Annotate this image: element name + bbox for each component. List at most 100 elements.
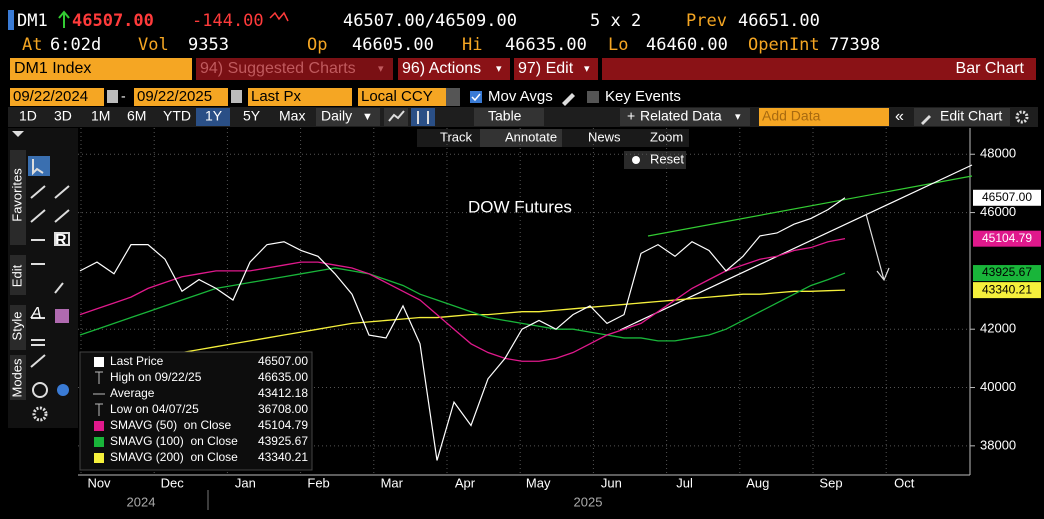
- edit-button[interactable]: [514, 58, 598, 80]
- reset-button[interactable]: [624, 151, 686, 169]
- collapse[interactable]: «: [895, 108, 904, 125]
- month-label: Nov: [87, 475, 111, 490]
- legend-name: High on 09/22/25: [110, 370, 202, 384]
- table-button[interactable]: [474, 108, 544, 126]
- range-button[interactable]: YTD: [163, 108, 191, 124]
- suggested-button[interactable]: [196, 58, 393, 80]
- settings-icon[interactable]: [32, 406, 48, 422]
- year-label: 2024: [127, 494, 156, 509]
- side-tab-label[interactable]: Modes: [9, 358, 24, 398]
- calendar-icon[interactable]: [107, 90, 118, 103]
- month-label: Mar: [381, 475, 404, 490]
- chart-title: DOW Futures: [468, 197, 572, 216]
- month-label: Dec: [161, 475, 185, 490]
- field: Last Px: [251, 88, 302, 105]
- side-tab-label[interactable]: Favorites: [9, 168, 24, 222]
- range-button[interactable]: 3D: [54, 108, 72, 124]
- mode-tool[interactable]: [32, 382, 48, 398]
- mov-avgs: Mov Avgs: [488, 88, 553, 105]
- period: Daily: [321, 108, 352, 124]
- bid-ask: 46507.00/46509.00: [343, 11, 517, 31]
- chart-tool[interactable]: Track: [440, 129, 473, 144]
- rect-tool[interactable]: [54, 232, 70, 246]
- side-tab[interactable]: [10, 150, 26, 245]
- caret: ▼: [362, 111, 373, 123]
- check: [471, 93, 481, 102]
- legend-symbol: [95, 403, 103, 416]
- start-date: 09/22/2024: [13, 88, 88, 105]
- legend-symbol: [95, 371, 103, 384]
- legend-value: 43925.67: [258, 434, 308, 448]
- text-tool[interactable]: R: [55, 232, 67, 249]
- price-tag-label: 46507.00: [982, 190, 1032, 204]
- period-button[interactable]: [316, 108, 380, 126]
- dropdown[interactable]: [446, 88, 460, 106]
- font-tool[interactable]: A: [30, 305, 42, 322]
- side-tab-label[interactable]: Edit: [9, 264, 24, 287]
- view-bar: [602, 58, 1036, 80]
- moving-average: [79, 238, 846, 362]
- legend-swatch: [94, 437, 104, 447]
- range-button[interactable]: 5Y: [243, 108, 261, 124]
- month-label: Jul: [676, 475, 693, 490]
- currency-select[interactable]: [358, 88, 446, 106]
- collapse-icon[interactable]: [12, 131, 24, 137]
- side-tab[interactable]: [10, 355, 26, 400]
- range-button[interactable]: Max: [279, 108, 305, 124]
- currency: Local CCY: [361, 88, 433, 105]
- legend-swatch: [94, 421, 104, 431]
- checkbox[interactable]: [587, 91, 599, 103]
- range-button[interactable]: 1Y: [205, 108, 223, 124]
- side-tab[interactable]: [10, 305, 26, 350]
- legend-swatch: [94, 453, 104, 463]
- pointer-tool[interactable]: [28, 156, 50, 176]
- moving-average: [79, 289, 846, 371]
- pencil-icon[interactable]: [562, 93, 575, 106]
- checkbox[interactable]: [470, 91, 482, 103]
- plus: +: [627, 108, 635, 124]
- chart-tool[interactable]: Reset: [650, 151, 684, 166]
- month-label: Jan: [235, 475, 256, 490]
- side-tab-label[interactable]: Style: [9, 312, 24, 341]
- range-button[interactable]: 6M: [127, 108, 146, 124]
- caret: ▾: [378, 63, 384, 75]
- view: Bar Chart: [956, 60, 1025, 77]
- edit: 97) Edit: [518, 60, 574, 77]
- edit-chart-button[interactable]: [914, 108, 1010, 126]
- actions-button[interactable]: [398, 58, 510, 80]
- palette-tool[interactable]: [57, 384, 69, 396]
- arrow-annotation: [865, 213, 890, 282]
- price-tag: [973, 265, 1041, 282]
- pointer-icon: [32, 159, 44, 176]
- color-tool[interactable]: [55, 309, 69, 323]
- chart: DOW Futures 38000 40000 42000 46000 48000 Nov…: [78, 128, 1041, 510]
- caret: ▾: [584, 63, 590, 75]
- ticker: DM1: [17, 11, 48, 31]
- chart-tool[interactable]: Annotate: [505, 129, 557, 144]
- range-selected[interactable]: [196, 108, 230, 126]
- security-field[interactable]: [10, 58, 192, 80]
- end-field[interactable]: [134, 88, 228, 106]
- settings-icon[interactable]: [1015, 110, 1029, 124]
- y-tick-label: 48000: [980, 146, 1016, 161]
- range-button[interactable]: 1D: [19, 108, 37, 124]
- chart-tool[interactable]: News: [588, 129, 621, 144]
- field-select[interactable]: [248, 88, 352, 106]
- tool-icons[interactable]: [30, 185, 70, 368]
- range-button[interactable]: 1M: [91, 108, 110, 124]
- bar-tool[interactable]: [411, 108, 435, 126]
- trend-line: [619, 164, 973, 331]
- legend-name: Last Price: [110, 354, 164, 368]
- stat-label: Lo: [608, 35, 628, 55]
- legend-value: 36708.00: [258, 402, 308, 416]
- side-tab[interactable]: [10, 255, 26, 295]
- related-button[interactable]: [620, 108, 750, 126]
- legend-value: 46635.00: [258, 370, 308, 384]
- size: 5 x 2: [590, 11, 641, 31]
- related: Related Data: [640, 108, 722, 124]
- caret: ▾: [735, 111, 741, 123]
- add-data-field[interactable]: [759, 108, 889, 126]
- calendar-icon[interactable]: [231, 90, 242, 103]
- start-field[interactable]: [10, 88, 104, 106]
